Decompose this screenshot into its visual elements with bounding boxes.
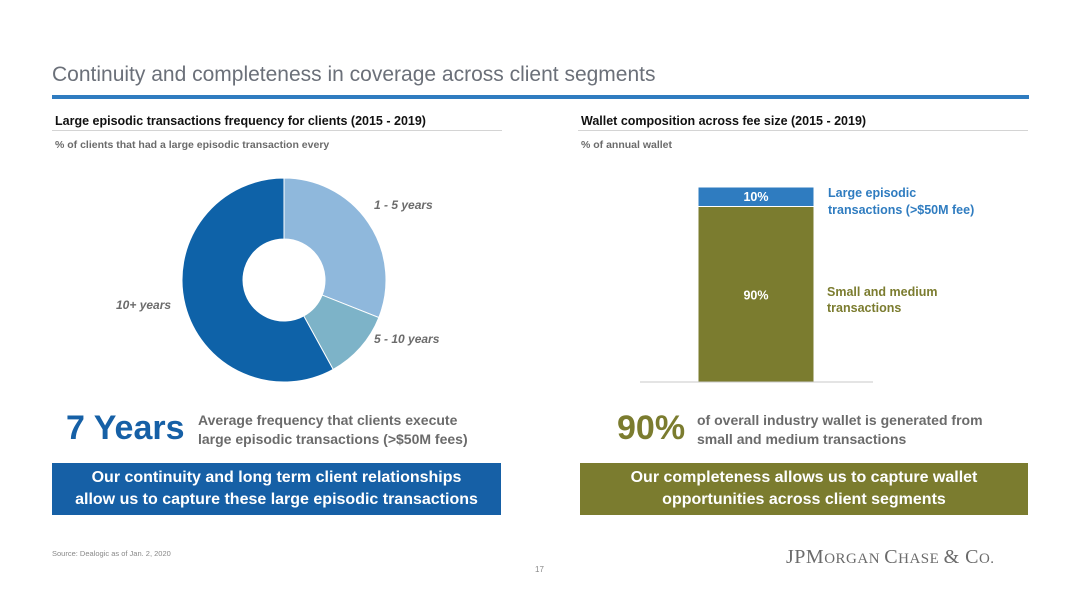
left-banner: Our continuity and long term client rela… xyxy=(52,463,501,515)
left-stat-value: 7 Years xyxy=(66,409,185,447)
left-section-subheading: % of clients that had a large episodic t… xyxy=(55,139,330,151)
pie-label-10-plus-years: 10+ years xyxy=(116,298,172,312)
legend-small-medium-line1: Small and medium xyxy=(827,285,938,299)
legend-large-episodic-line1: Large episodic xyxy=(828,186,917,200)
company-logo: JPMORGAN CHASE & CO. xyxy=(786,546,995,568)
donut-slice-2 xyxy=(181,177,334,383)
right-stat-text-line2: small and medium transactions xyxy=(697,431,907,447)
left-stat-text: Average frequency that clients execute l… xyxy=(198,411,468,449)
right-section-divider xyxy=(578,130,1028,131)
donut-slice-0 xyxy=(283,177,387,319)
left-section-divider xyxy=(52,130,502,131)
legend-large-episodic: Large episodic transactions (>$50M fee) xyxy=(828,185,974,219)
right-stat-text: of overall industry wallet is generated … xyxy=(697,411,983,449)
donut-chart xyxy=(181,177,387,383)
title-divider xyxy=(52,95,1029,99)
pie-label-5-10-years: 5 - 10 years xyxy=(374,332,440,346)
page-number: 17 xyxy=(535,565,544,574)
left-banner-line2: allow us to capture these large episodic… xyxy=(75,491,478,508)
legend-small-medium: Small and medium transactions xyxy=(827,284,937,316)
right-stat-value: 90% xyxy=(617,409,686,447)
left-stat-text-line1: Average frequency that clients execute xyxy=(198,412,458,428)
bar-data-label-0: 90% xyxy=(743,288,768,302)
bar-segment-1 xyxy=(697,186,815,207)
left-banner-line1: Our continuity and long term client rela… xyxy=(91,469,462,486)
right-banner-line1: Our completeness allows us to capture wa… xyxy=(630,469,978,486)
right-section-heading: Wallet composition across fee size (2015… xyxy=(581,114,867,128)
right-banner: Our completeness allows us to capture wa… xyxy=(580,463,1028,515)
left-stat-text-line2: large episodic transactions (>$50M fees) xyxy=(198,431,468,447)
source-note: Source: Dealogic as of Jan. 2, 2020 xyxy=(52,549,171,558)
right-section-subheading: % of annual wallet xyxy=(581,139,673,151)
stacked-bar-chart: 90% 10% xyxy=(640,186,873,383)
legend-large-episodic-line2: transactions (>$50M fee) xyxy=(828,203,975,217)
slide-title: Continuity and completeness in coverage … xyxy=(52,63,656,86)
bar-data-label-1: 10% xyxy=(743,190,768,204)
bar-segment-0 xyxy=(697,206,815,383)
right-banner-line2: opportunities across client segments xyxy=(662,491,946,508)
pie-label-1-5-years: 1 - 5 years xyxy=(374,198,433,212)
legend-small-medium-line2: transactions xyxy=(827,301,902,315)
right-stat-text-line1: of overall industry wallet is generated … xyxy=(697,412,983,428)
left-section-heading: Large episodic transactions frequency fo… xyxy=(55,114,426,128)
